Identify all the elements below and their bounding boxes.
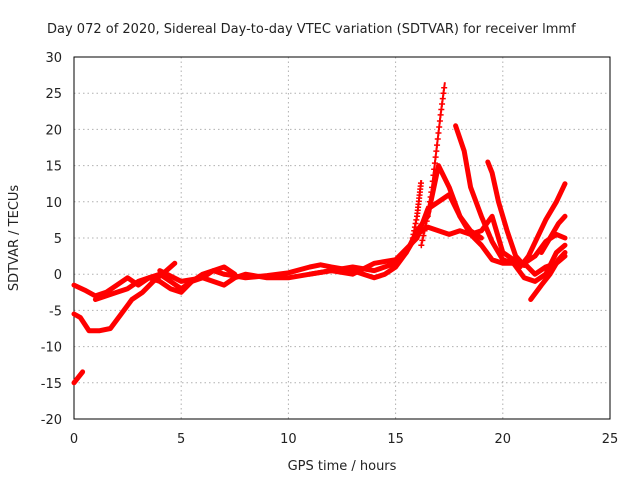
spike-marker [423, 218, 430, 225]
series-arc-11 [517, 181, 568, 270]
spike-marker [430, 172, 437, 179]
spike-marker [436, 123, 443, 130]
spike-marker [437, 111, 444, 118]
spike-marker [431, 166, 438, 173]
x-axis-label: GPS time / hours [288, 459, 397, 474]
spike-marker [435, 130, 442, 137]
series-arc-7 [307, 192, 568, 277]
spike-marker [429, 184, 436, 191]
series-layer [71, 82, 568, 386]
spike-marker [440, 90, 447, 97]
series-arc-2 [71, 260, 178, 334]
spike-marker [434, 142, 441, 149]
x-tick-label: 20 [495, 432, 512, 447]
y-tick-label: 5 [54, 232, 62, 247]
series-arc-5 [157, 163, 484, 288]
spike-marker [421, 227, 428, 234]
chart-title: Day 072 of 2020, Sidereal Day-to-day VTE… [47, 22, 576, 37]
spike-marker [431, 160, 438, 167]
y-axis-label: SDTVAR / TECUs [7, 185, 22, 292]
y-tick-label: 20 [45, 123, 62, 138]
spike-marker [429, 178, 436, 185]
spike-marker [417, 180, 424, 187]
x-tick-label: 5 [177, 432, 185, 447]
y-tick-label: 30 [45, 51, 62, 66]
y-tick-label: -5 [49, 304, 62, 319]
y-tick-label: 25 [45, 87, 62, 102]
series-arc-10 [528, 250, 568, 302]
x-tick-label: 15 [387, 432, 404, 447]
series-arc-3 [71, 369, 86, 386]
series-arc-8 [453, 123, 568, 284]
series-arc-4 [92, 264, 238, 302]
spike-marker [422, 222, 429, 229]
x-tick-label: 25 [602, 432, 619, 447]
spike-marker [439, 101, 446, 108]
x-tick-label: 10 [280, 432, 297, 447]
spike-marker [436, 117, 443, 124]
spike-marker [418, 242, 425, 249]
axis-ticks: 0 5 10 15 20 25 30 25 20 15 10 5 0 -5 -10 -15 -20 [41, 51, 619, 447]
y-tick-label: 15 [45, 160, 62, 175]
spike-marker [433, 148, 440, 155]
plot-frame [73, 56, 611, 420]
y-tick-label: -15 [41, 377, 62, 392]
series-arc-12 [538, 213, 568, 255]
series-arc-9 [485, 159, 527, 268]
grid-lines [74, 57, 610, 419]
spike-marker [419, 237, 426, 244]
spike-marker [420, 232, 427, 239]
spike-marker [434, 136, 441, 143]
spike-marker [438, 106, 445, 113]
spike-marker [441, 84, 448, 91]
y-tick-label: -10 [41, 341, 62, 356]
x-tick-label: 0 [70, 432, 78, 447]
spike-marker [432, 154, 439, 161]
spike-marker [439, 95, 446, 102]
y-tick-label: 0 [54, 268, 62, 283]
y-tick-label: -20 [41, 413, 62, 428]
y-tick-label: 10 [45, 196, 62, 211]
